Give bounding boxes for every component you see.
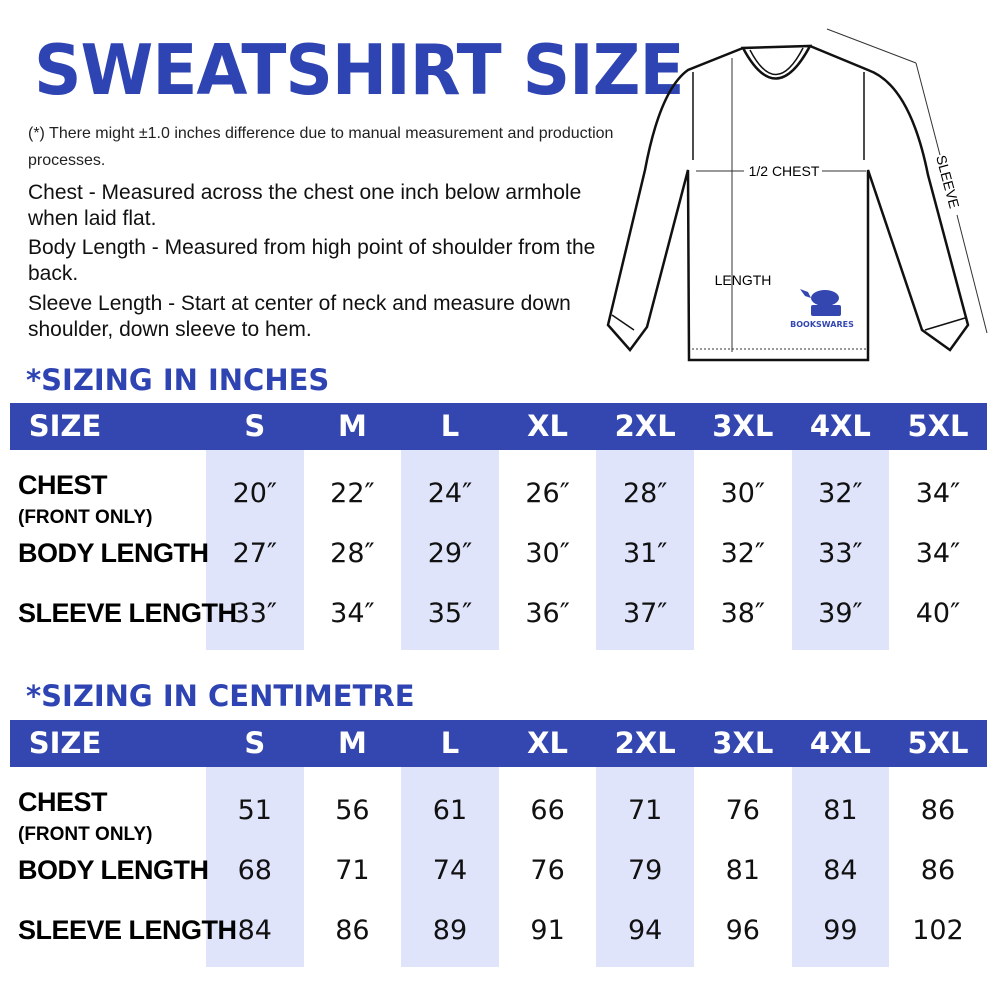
shaded-column <box>401 450 499 650</box>
table-cell: 99 <box>823 915 858 946</box>
shaded-column <box>596 450 694 650</box>
table-cell: 36″ <box>525 598 570 629</box>
table-cell: 20″ <box>232 478 278 509</box>
table-cell: 84 <box>237 915 272 946</box>
size-header-s: S <box>244 726 266 760</box>
shaded-column <box>791 767 890 967</box>
table-cell: 86 <box>335 915 370 946</box>
shaded-column <box>401 767 499 967</box>
table-cell: 102 <box>912 915 964 946</box>
chest-description: Chest - Measured across the chest one in… <box>28 181 582 230</box>
table-cell: 32″ <box>818 478 863 509</box>
table-cell: 56 <box>335 795 370 826</box>
table-cell: 28″ <box>622 478 668 509</box>
size-header-4xl: 4XL <box>809 409 871 443</box>
size-header-xl: XL <box>527 409 569 443</box>
table-cell: 76 <box>530 855 565 886</box>
sleeve-length-description: Sleeve Length - Start at center of neck … <box>28 292 571 341</box>
table-cell: 91 <box>530 915 565 946</box>
size-header-2xl: 2XL <box>614 409 676 443</box>
table-cell: 81 <box>823 795 858 826</box>
row-label: BODY LENGTH <box>18 855 209 885</box>
size-header-5xl: 5XL <box>907 726 969 760</box>
size-header-m: M <box>337 409 367 443</box>
sleeve-label: SLEEVE <box>933 153 963 210</box>
table-cell: 71 <box>628 795 663 826</box>
table-cell: 86 <box>920 855 956 886</box>
table-cell: 84 <box>823 855 858 886</box>
shaded-column <box>206 450 304 650</box>
brand-logo-text: BOOKSWARES <box>790 320 854 329</box>
table-cell: 76 <box>725 795 760 826</box>
size-header-l: L <box>440 409 460 443</box>
length-label: LENGTH <box>715 272 772 288</box>
size-table: SIZE S M L XL 2XL 3XL 4XL 5XL CHEST (FRONT ONLY) 20… <box>10 403 987 650</box>
size-column-header: SIZE <box>28 409 102 443</box>
size-header-4xl: 4XL <box>809 726 871 760</box>
row-label: SLEEVE LENGTH <box>18 915 237 945</box>
table-cell: 22″ <box>330 478 375 509</box>
row-label: CHEST <box>18 787 108 817</box>
table-cell: 40″ <box>915 598 961 629</box>
table-cell: 28″ <box>330 538 375 569</box>
size-column-header: SIZE <box>28 726 102 760</box>
table-cell: 89 <box>432 915 468 946</box>
table-cell: 66 <box>530 795 565 826</box>
table-cell: 86 <box>920 795 956 826</box>
table-cell: 34″ <box>330 598 375 629</box>
size-header-s: S <box>244 409 266 443</box>
size-header-m: M <box>337 726 367 760</box>
shaded-column <box>596 767 694 967</box>
table-cell: 74 <box>432 855 468 886</box>
body-length-description: Body Length - Measured from high point o… <box>28 236 596 285</box>
table-cell: 24″ <box>427 478 473 509</box>
row-label: SLEEVE LENGTH <box>18 598 237 628</box>
row-sublabel: (FRONT ONLY) <box>18 507 153 528</box>
row-label: BODY LENGTH <box>18 538 209 568</box>
table-cell: 26″ <box>525 478 570 509</box>
table-cell: 96 <box>725 915 760 946</box>
table-cell: 34″ <box>915 478 961 509</box>
size-header-2xl: 2XL <box>614 726 676 760</box>
table-cell: 38″ <box>720 598 766 629</box>
table-cell: 51 <box>237 795 272 826</box>
measurement-note: (*) There might ±1.0 inches difference d… <box>28 125 614 169</box>
shaded-column <box>791 450 890 650</box>
whale-book-logo-icon <box>800 289 841 316</box>
table-cell: 71 <box>335 855 370 886</box>
table-cell: 31″ <box>622 538 668 569</box>
section-heading: *SIZING IN CENTIMETRE <box>26 679 415 713</box>
table-cell: 29″ <box>427 538 473 569</box>
table-cell: 37″ <box>622 598 668 629</box>
row-sublabel: (FRONT ONLY) <box>18 824 153 845</box>
size-header-3xl: 3XL <box>712 409 774 443</box>
table-cell: 35″ <box>427 598 473 629</box>
table-cell: 33″ <box>232 598 278 629</box>
table-cell: 68 <box>237 855 272 886</box>
table-cell: 61 <box>432 795 468 826</box>
shaded-column <box>206 767 304 967</box>
size-table: SIZE S M L XL 2XL 3XL 4XL 5XL CHEST (FRONT ONLY) 51… <box>10 720 987 967</box>
row-label: CHEST <box>18 470 108 500</box>
table-cell: 79 <box>628 855 663 886</box>
sweatshirt-diagram: 1/2 CHEST LENGTH SLEEVE BOOKSWARES <box>606 28 988 362</box>
table-cell: 27″ <box>232 538 278 569</box>
table-header <box>10 403 987 450</box>
table-cell: 39″ <box>818 598 863 629</box>
table-header <box>10 720 987 767</box>
size-header-l: L <box>440 726 460 760</box>
section-heading: *SIZING IN INCHES <box>26 363 330 397</box>
page-title: SWEATSHIRT SIZE <box>34 30 685 111</box>
size-header-5xl: 5XL <box>907 409 969 443</box>
table-cell: 94 <box>628 915 663 946</box>
size-header-3xl: 3XL <box>712 726 774 760</box>
table-cell: 30″ <box>525 538 570 569</box>
table-cell: 81 <box>725 855 760 886</box>
table-cell: 34″ <box>915 538 961 569</box>
table-cell: 32″ <box>720 538 766 569</box>
table-cell: 30″ <box>720 478 766 509</box>
size-header-xl: XL <box>527 726 569 760</box>
table-cell: 33″ <box>818 538 863 569</box>
half-chest-label: 1/2 CHEST <box>749 163 820 179</box>
